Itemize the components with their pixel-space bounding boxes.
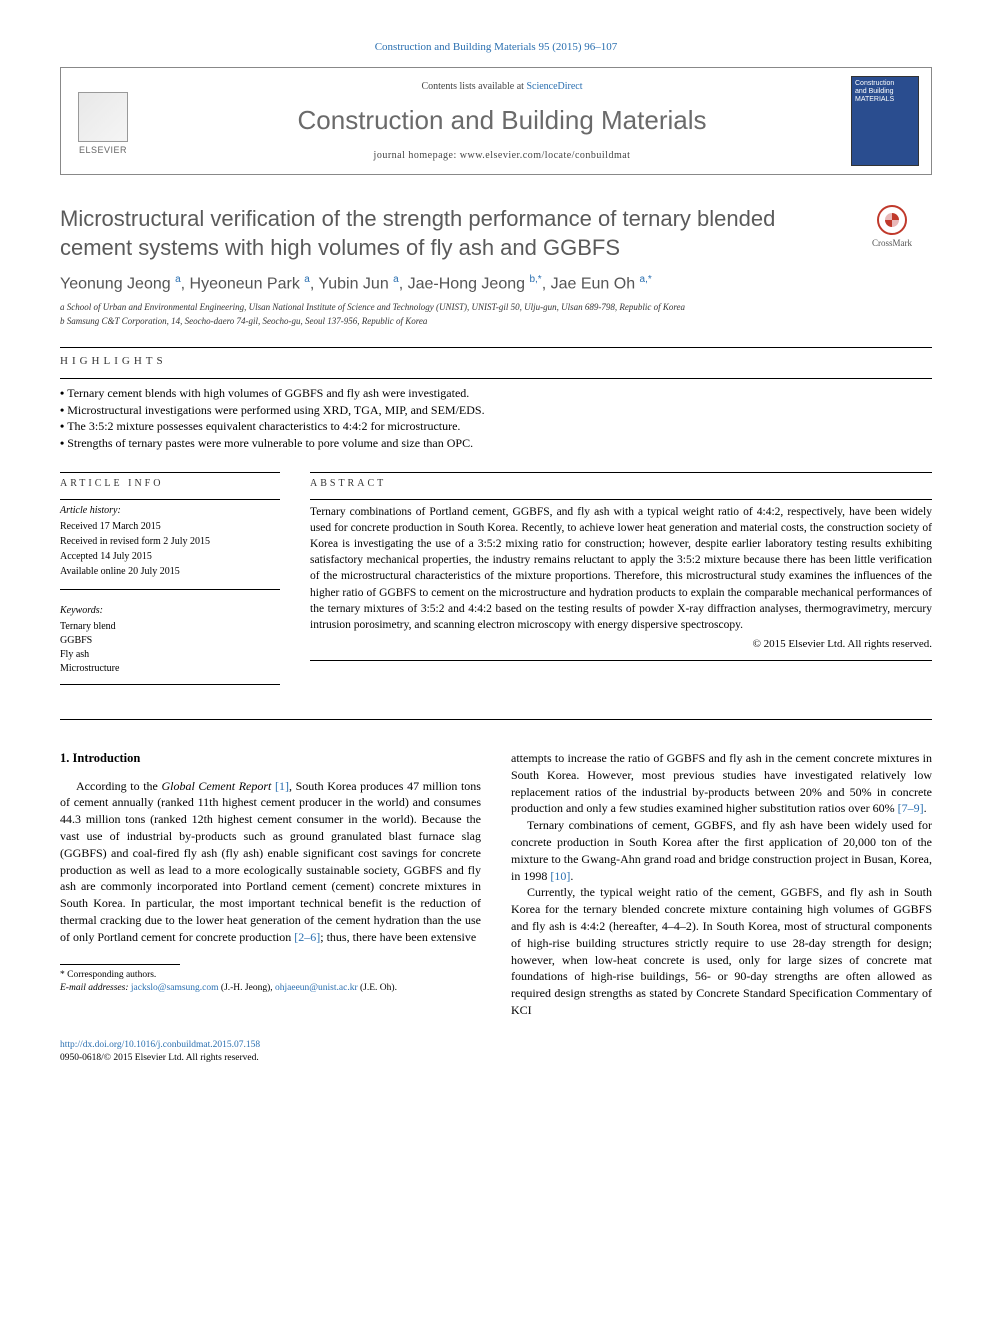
intro-para-3: Currently, the typical weight ratio of t… [511, 884, 932, 1018]
intro-para-1-cont: attempts to increase the ratio of GGBFS … [511, 750, 932, 817]
keyword: Ternary blend [60, 620, 280, 634]
highlights-label: HIGHLIGHTS [60, 354, 932, 369]
highlight-item: Strengths of ternary pastes were more vu… [60, 435, 932, 452]
journal-homepage-line: journal homepage: www.elsevier.com/locat… [153, 149, 851, 163]
highlight-item: Ternary cement blends with high volumes … [60, 385, 932, 402]
affiliation-b: b Samsung C&T Corporation, 14, Seocho-da… [60, 315, 932, 328]
article-title: Microstructural verification of the stre… [60, 205, 832, 262]
history-revised: Received in revised form 2 July 2015 [60, 535, 280, 549]
affiliations: a School of Urban and Environmental Engi… [60, 301, 932, 327]
contents-prefix: Contents lists available at [421, 81, 526, 92]
footnotes: * Corresponding authors. E-mail addresse… [60, 969, 481, 996]
article-info-label: ARTICLE INFO [60, 477, 280, 491]
journal-name: Construction and Building Materials [153, 102, 851, 138]
journal-header: ELSEVIER Contents lists available at Sci… [60, 67, 932, 175]
contents-available-line: Contents lists available at ScienceDirec… [153, 80, 851, 94]
cover-line-3: MATERIALS [855, 96, 915, 104]
abstract-label: ABSTRACT [310, 477, 932, 491]
crossmark-label: CrossMark [872, 238, 912, 248]
ref-link-1[interactable]: [1] [271, 779, 289, 793]
email-link-1[interactable]: jackslo@samsung.com [131, 983, 219, 993]
crossmark-badge[interactable]: CrossMark [852, 205, 932, 250]
history-online: Available online 20 July 2015 [60, 565, 280, 579]
keyword: GGBFS [60, 634, 280, 648]
issn-copyright-line: 0950-0618/© 2015 Elsevier Ltd. All right… [60, 1052, 932, 1065]
crossmark-icon [877, 205, 907, 235]
header-citation: Construction and Building Materials 95 (… [60, 40, 932, 55]
journal-header-center: Contents lists available at ScienceDirec… [153, 80, 851, 162]
article-info-block: ARTICLE INFO Article history: Received 1… [60, 468, 280, 689]
doi-link[interactable]: http://dx.doi.org/10.1016/j.conbuildmat.… [60, 1040, 260, 1050]
abstract-copyright: © 2015 Elsevier Ltd. All rights reserved… [310, 637, 932, 652]
publisher-name: ELSEVIER [79, 144, 127, 157]
highlights-list: Ternary cement blends with high volumes … [60, 385, 932, 452]
history-received: Received 17 March 2015 [60, 520, 280, 534]
affiliation-a: a School of Urban and Environmental Engi… [60, 301, 932, 314]
article-history-label: Article history: [60, 504, 280, 518]
email-addresses-label: E-mail addresses: [60, 983, 129, 993]
highlight-item: Microstructural investigations were perf… [60, 402, 932, 419]
abstract-text: Ternary combinations of Portland cement,… [310, 504, 932, 633]
cover-line-1: Construction [855, 80, 915, 88]
homepage-prefix: journal homepage: [374, 150, 460, 161]
homepage-url[interactable]: www.elsevier.com/locate/conbuildmat [460, 150, 631, 161]
elsevier-tree-icon [78, 92, 128, 142]
sciencedirect-link[interactable]: ScienceDirect [526, 81, 582, 92]
section-1-heading: 1. Introduction [60, 750, 481, 768]
abstract-block: ABSTRACT Ternary combinations of Portlan… [310, 468, 932, 689]
page-footer: http://dx.doi.org/10.1016/j.conbuildmat.… [60, 1039, 932, 1066]
ref-link-10[interactable]: [10] [550, 869, 570, 883]
intro-para-1: According to the Global Cement Report [1… [60, 778, 481, 946]
keyword: Fly ash [60, 648, 280, 662]
keywords-label: Keywords: [60, 604, 280, 618]
journal-cover-thumbnail: Construction and Building MATERIALS [851, 76, 919, 166]
publisher-logo: ELSEVIER [73, 86, 133, 156]
highlight-item: The 3:5:2 mixture possesses equivalent c… [60, 418, 932, 435]
email-link-2[interactable]: ohjaeeun@unist.ac.kr [275, 983, 358, 993]
body-text: 1. Introduction According to the Global … [60, 750, 932, 1019]
ref-link-2-6[interactable]: [2–6] [294, 930, 320, 944]
ref-link-7-9[interactable]: [7–9] [898, 801, 924, 815]
keyword: Microstructure [60, 662, 280, 676]
intro-para-2: Ternary combinations of cement, GGBFS, a… [511, 817, 932, 884]
authors-line: Yeonung Jeong a, Hyeoneun Park a, Yubin … [60, 273, 932, 296]
corresponding-authors-label: * Corresponding authors. [60, 969, 481, 982]
history-accepted: Accepted 14 July 2015 [60, 550, 280, 564]
cover-line-2: and Building [855, 88, 915, 96]
